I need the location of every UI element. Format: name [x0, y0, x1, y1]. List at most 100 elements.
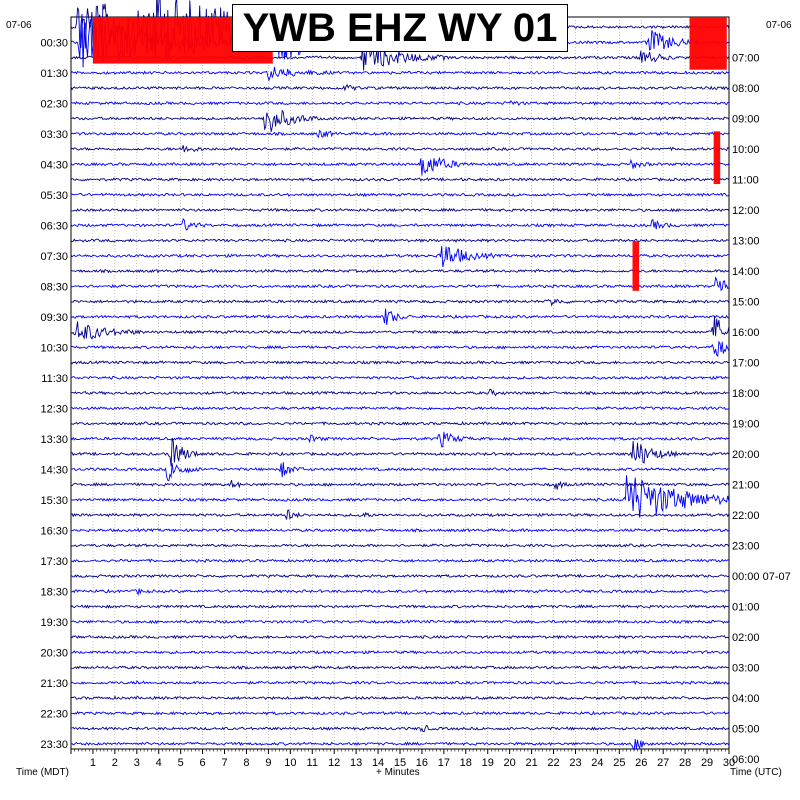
right-time-label-15: 22:00 — [732, 510, 760, 522]
right-time-label-18: 01:00 — [732, 602, 760, 614]
x-tick-label-24: 25 — [613, 757, 625, 769]
x-tick-label-9: 10 — [284, 757, 296, 769]
x-tick-label-17: 18 — [460, 757, 472, 769]
right-time-label-11: 18:00 — [732, 388, 760, 400]
left-time-label-6: 06:30 — [40, 220, 68, 232]
trace-row-43 — [70, 680, 730, 686]
right-time-label-16: 23:00 — [732, 541, 760, 553]
trace-row-19 — [70, 308, 729, 325]
trace-row-24 — [70, 388, 729, 397]
x-tick-label-13: 14 — [372, 757, 384, 769]
trace-row-6 — [70, 109, 730, 132]
clipped-region-2 — [713, 131, 721, 185]
left-time-label-1: 01:30 — [40, 68, 68, 80]
trace-row-46 — [70, 724, 730, 733]
trace-row-33 — [70, 527, 730, 533]
left-time-labels: 00:30 01:30 02:30 03:30 04:30 05:30 06:30 07:30… — [40, 37, 68, 751]
left-time-label-23: 23:30 — [40, 739, 68, 751]
trace-row-36 — [71, 573, 729, 579]
left-time-label-21: 21:30 — [40, 678, 68, 690]
trace-row-18 — [70, 298, 730, 307]
left-time-label-20: 20:30 — [40, 647, 68, 659]
x-tick-label-19: 20 — [504, 757, 516, 769]
trace-row-28 — [70, 438, 730, 467]
trace-row-22 — [70, 360, 729, 365]
left-time-label-19: 19:30 — [40, 617, 68, 629]
trace-row-11 — [70, 192, 730, 198]
x-tick-label-4: 5 — [178, 757, 184, 769]
trace-row-44 — [70, 695, 730, 701]
trace-row-39 — [71, 619, 730, 625]
right-time-label-23: 06:00 — [732, 754, 760, 766]
trace-row-30 — [70, 480, 730, 490]
right-time-label-1: 08:00 — [732, 83, 760, 95]
trace-row-20 — [70, 316, 730, 340]
trace-row-32 — [70, 509, 730, 520]
trace-row-41 — [70, 649, 730, 655]
x-tick-label-6: 7 — [221, 757, 227, 769]
left-date: 07-06 — [6, 20, 32, 31]
right-time-label-5: 12:00 — [732, 205, 760, 217]
right-time-label-20: 03:00 — [732, 663, 760, 675]
left-time-label-4: 04:30 — [40, 159, 68, 171]
trace-row-45 — [71, 710, 730, 716]
right-time-label-0: 07:00 — [732, 53, 760, 65]
right-time-label-9: 16:00 — [732, 327, 760, 339]
x-tick-label-2: 3 — [134, 757, 140, 769]
seismic-traces — [70, 0, 730, 751]
x-tick-label-21: 22 — [547, 757, 559, 769]
trace-row-35 — [70, 558, 729, 564]
x-tick-label-16: 17 — [438, 757, 450, 769]
trace-row-17 — [70, 276, 730, 292]
chart-title: YWB EHZ WY 01 — [232, 4, 568, 52]
x-axis-label: + Minutes — [376, 767, 420, 778]
x-axis-ticks: 1 2 3 4 5 6 7 8 9 10 11 12 13 14 15 16 17 18 19 20 21 22 23 24 2… — [70, 749, 735, 769]
left-time-label-14: 14:30 — [40, 464, 68, 476]
left-time-label-10: 10:30 — [40, 342, 68, 354]
trace-row-26 — [70, 420, 729, 426]
left-time-label-12: 12:30 — [40, 403, 68, 415]
right-time-labels: 07:00 08:00 09:00 10:00 11:00 12:00 13:00 14:00… — [732, 53, 791, 767]
x-tick-label-14: 15 — [394, 757, 406, 769]
x-tick-label-27: 28 — [679, 757, 691, 769]
trace-row-13 — [70, 217, 729, 231]
trace-row-21 — [70, 340, 730, 357]
left-time-label-5: 05:30 — [40, 190, 68, 202]
right-date: 07-06 — [766, 20, 792, 31]
minute-gridlines — [92, 17, 708, 749]
x-tick-label-20: 21 — [525, 757, 537, 769]
x-tick-label-28: 29 — [701, 757, 713, 769]
right-time-label-14: 21:00 — [732, 480, 760, 492]
trace-row-47 — [70, 739, 730, 751]
x-tick-label-11: 12 — [328, 757, 340, 769]
trace-row-37 — [70, 588, 729, 597]
x-tick-label-0: 1 — [90, 757, 96, 769]
right-time-label-12: 19:00 — [732, 419, 760, 431]
trace-row-38 — [70, 604, 729, 609]
x-tick-label-12: 13 — [350, 757, 362, 769]
right-time-label-7: 14:00 — [732, 266, 760, 278]
left-time-label-8: 08:30 — [40, 281, 68, 293]
trace-row-31 — [70, 475, 730, 518]
trace-row-29 — [70, 462, 729, 482]
left-time-label-3: 03:30 — [40, 129, 68, 141]
left-time-label-17: 17:30 — [40, 556, 68, 568]
left-time-label-0: 00:30 — [40, 37, 68, 49]
right-time-label-10: 17:00 — [732, 358, 760, 370]
x-tick-label-25: 26 — [635, 757, 647, 769]
x-tick-label-8: 9 — [265, 757, 271, 769]
left-time-label-16: 16:30 — [40, 525, 68, 537]
right-time-label-13: 20:00 — [732, 449, 760, 461]
right-time-label-8: 15:00 — [732, 297, 760, 309]
trace-row-40 — [70, 634, 730, 640]
trace-row-5 — [70, 99, 729, 106]
x-tick-label-5: 6 — [200, 757, 206, 769]
right-time-label-4: 11:00 — [732, 175, 759, 187]
left-time-label-13: 13:30 — [40, 434, 68, 446]
trace-row-9 — [70, 156, 730, 176]
x-tick-label-18: 19 — [482, 757, 494, 769]
right-time-label-19: 02:00 — [732, 632, 760, 644]
trace-row-4 — [70, 83, 730, 92]
trace-row-16 — [70, 268, 730, 274]
right-time-label-2: 09:00 — [732, 114, 760, 126]
